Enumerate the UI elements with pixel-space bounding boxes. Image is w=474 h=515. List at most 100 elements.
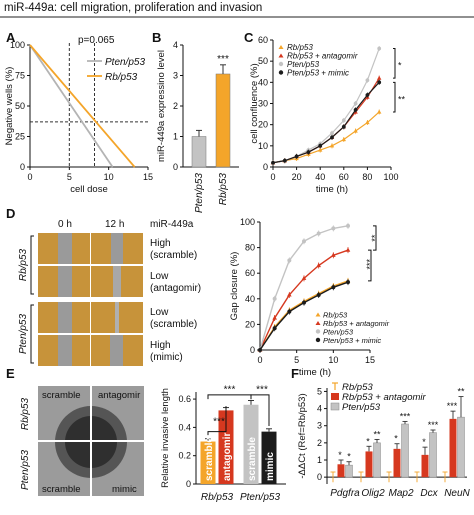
bar-1 (393, 448, 401, 478)
x-tick-label: 0 (270, 172, 275, 182)
category-label: Map2 (388, 488, 413, 499)
y-tick-label: 0.4 (178, 422, 191, 432)
data-point (365, 78, 370, 83)
chart-a: 0 25 50 75 100 0 5 10 15 Negative wells (%) cell d… (4, 35, 153, 195)
significance-marker: * (338, 450, 342, 460)
legend-label: Pten/p53 (287, 60, 320, 69)
row-label-3: Low (scramble) (150, 307, 197, 330)
x-tick-label: 5 (294, 355, 299, 365)
significance-marker: * (366, 436, 370, 446)
bar-1 (337, 464, 345, 478)
significance-bracket (250, 394, 270, 426)
bar-label: antagomir (222, 433, 233, 481)
data-point (353, 107, 358, 112)
data-point (302, 300, 306, 305)
x-tick-label: 5 (67, 172, 72, 182)
group-bracket-rb (30, 235, 34, 295)
data-point (294, 154, 299, 159)
legend-label: Rb/p53 (105, 72, 138, 83)
legend-marker (278, 61, 284, 67)
category-label: Dcx (420, 488, 438, 499)
y-tick-label: 0 (173, 162, 178, 172)
y-tick-label: 1 (317, 455, 322, 465)
category-label: Pten/p53 (194, 173, 205, 213)
panel-letter-a: A (6, 30, 16, 45)
data-point (287, 292, 292, 297)
group-label-rb: Rb/p53 (18, 248, 29, 281)
data-point (272, 296, 277, 301)
x-tick-label: 0 (27, 172, 32, 182)
data-point (377, 80, 382, 85)
data-point (271, 160, 275, 165)
data-point (345, 247, 351, 252)
quad-label-3: scramble (42, 484, 81, 495)
group-label: Pten/p53 (240, 492, 280, 503)
y-tick-label: 10 (258, 141, 268, 151)
data-point (377, 75, 382, 80)
significance-marker: * (398, 60, 402, 70)
chart-e: 0 0.2 0.4 0.6 Relative invasive length scramb… (160, 385, 286, 503)
data-point (287, 309, 292, 314)
bar-scramble (200, 441, 216, 484)
significance-bracket (373, 225, 377, 251)
data-point (272, 326, 277, 331)
data-point (318, 147, 323, 152)
data-point (341, 118, 346, 123)
data-point (330, 135, 334, 140)
y-tick-label: 0 (250, 345, 255, 355)
legend-label: Pten/p53 (105, 57, 145, 68)
significance-marker: ** (398, 94, 406, 104)
panel-letter-e: E (6, 366, 15, 381)
bar-2 (457, 416, 465, 478)
legend-label: Pten/p53 (323, 327, 354, 336)
significance-marker: * (394, 434, 398, 444)
bar-scramble (243, 404, 259, 484)
bar-antagomir (218, 410, 234, 484)
y-tick-label: 3 (173, 71, 178, 81)
x-axis-label: time (h) (299, 367, 331, 378)
y-tick-label: 60 (258, 35, 268, 45)
y-tick-label: 100 (240, 217, 255, 227)
category-label: Pdgfra (330, 488, 360, 499)
x-tick-label: 60 (339, 172, 349, 182)
x-tick-label: 100 (383, 172, 398, 182)
data-point (282, 158, 287, 163)
data-point (331, 285, 336, 290)
bar-label: mimic (265, 452, 276, 481)
significance-bracket (393, 81, 396, 113)
panel-letter-d: D (6, 206, 15, 221)
legend-marker (315, 329, 321, 334)
data-point (377, 109, 382, 114)
significance-marker: *** (256, 385, 268, 396)
significance-marker: ** (370, 234, 380, 242)
quad-label-1: scramble (42, 390, 81, 401)
y-tick-label: 3 (317, 421, 322, 431)
significance-bracket (393, 47, 396, 79)
significance-bracket (368, 249, 372, 282)
significance-marker: *** (217, 54, 229, 65)
data-point (365, 93, 370, 97)
data-point (316, 231, 321, 236)
significance-marker: ** (457, 387, 465, 397)
legend-marker (278, 53, 284, 58)
legend-marker (315, 312, 321, 317)
series-line-0 (272, 111, 380, 164)
e-group-label-rb: Rb/p53 (20, 397, 31, 430)
data-point (258, 348, 262, 352)
data-point (353, 101, 358, 106)
legend-label: Rb/p53 (323, 310, 348, 319)
significance-bracket (207, 406, 227, 436)
scratch-assay-images: 0 h 12 h miR-449a High (scramble) Low (ant… (18, 219, 201, 366)
data-point (316, 292, 321, 297)
group-label: Rb/p53 (201, 492, 234, 503)
y-tick-label: 30 (258, 99, 268, 109)
y-tick-label: 1 (173, 132, 178, 142)
bar-2 (401, 423, 409, 478)
y-tick-label: 2 (173, 101, 178, 111)
y-tick-label: 0 (20, 162, 25, 172)
y-tick-label: 20 (258, 120, 268, 130)
x-tick-label: 0 (257, 355, 262, 365)
bar-label: scramble (247, 437, 258, 481)
y-tick-label: 60 (245, 268, 255, 278)
